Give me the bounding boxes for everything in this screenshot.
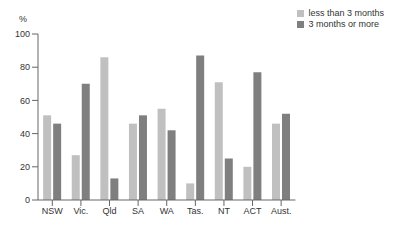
svg-text:40: 40	[20, 129, 30, 139]
svg-text:%: %	[19, 14, 27, 24]
svg-text:SA: SA	[132, 206, 144, 216]
html-text:less than 3 months: less than 3 months	[308, 8, 384, 18]
html-text:3 months or more: 3 months or more	[308, 19, 379, 29]
svg-text:ACT: ACT	[244, 206, 263, 216]
svg-text:WA: WA	[160, 206, 174, 216]
svg-text:Qld: Qld	[103, 206, 117, 216]
svg-text:60: 60	[20, 96, 30, 106]
svg-text:Aust.: Aust.	[271, 206, 292, 216]
svg-text:Tas.: Tas.	[187, 206, 204, 216]
svg-text:100: 100	[15, 29, 30, 39]
svg-text:20: 20	[20, 162, 30, 172]
svg-text:NT: NT	[218, 206, 230, 216]
svg-text:NSW: NSW	[42, 206, 64, 216]
svg-text:Vic.: Vic.	[73, 206, 88, 216]
svg-text:80: 80	[20, 62, 30, 72]
svg-text:0: 0	[25, 195, 30, 205]
